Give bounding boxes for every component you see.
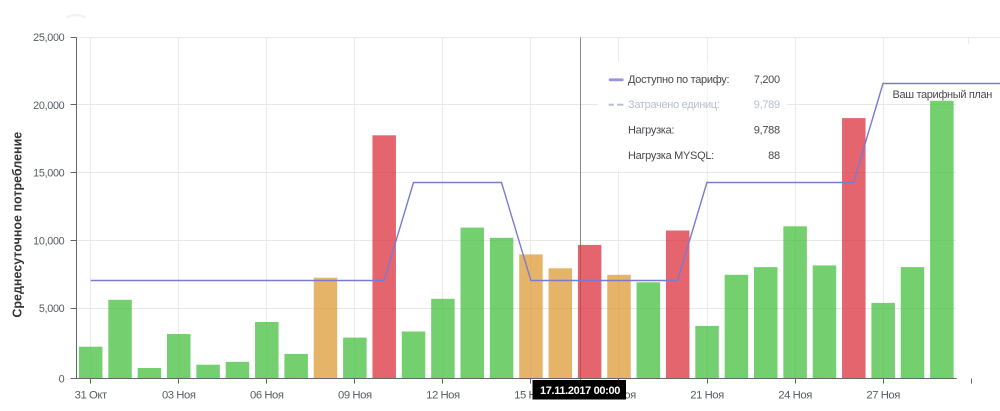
svg-text:21 Ноя: 21 Ноя (690, 389, 724, 401)
svg-text:9,788: 9,788 (754, 125, 780, 137)
svg-text:7,200: 7,200 (754, 74, 780, 86)
svg-text:12 Ноя: 12 Ноя (426, 389, 460, 401)
svg-text:24 Ноя: 24 Ноя (778, 389, 812, 401)
svg-text:06 Ноя: 06 Ноя (250, 389, 284, 401)
svg-text:0: 0 (59, 373, 65, 385)
svg-text:09 Ноя: 09 Ноя (338, 389, 372, 401)
svg-text:88: 88 (768, 150, 780, 162)
svg-text:Нагрузка:: Нагрузка: (628, 125, 674, 137)
svg-text:Затрачено единиц:: Затрачено единиц: (628, 99, 720, 111)
svg-text:17.11.2017 00:00: 17.11.2017 00:00 (540, 385, 620, 397)
svg-text:Нагрузка MYSQL:: Нагрузка MYSQL: (628, 150, 714, 162)
svg-text:5,000: 5,000 (39, 303, 65, 315)
svg-text:10,000: 10,000 (33, 235, 65, 247)
svg-text:9,789: 9,789 (754, 99, 780, 111)
svg-text:31 Окт: 31 Окт (75, 389, 107, 401)
svg-text:03 Ноя: 03 Ноя (162, 389, 196, 401)
svg-text:20,000: 20,000 (33, 100, 65, 112)
svg-text:25,000: 25,000 (33, 32, 65, 44)
svg-text:Ваш тарифный план: Ваш тарифный план (893, 89, 993, 101)
svg-text:Среднесуточное потребление: Среднесуточное потребление (11, 132, 25, 318)
svg-text:Доступно по тарифу:: Доступно по тарифу: (628, 74, 730, 86)
svg-text:27 Ноя: 27 Ноя (866, 389, 900, 401)
svg-text:15,000: 15,000 (33, 168, 65, 180)
